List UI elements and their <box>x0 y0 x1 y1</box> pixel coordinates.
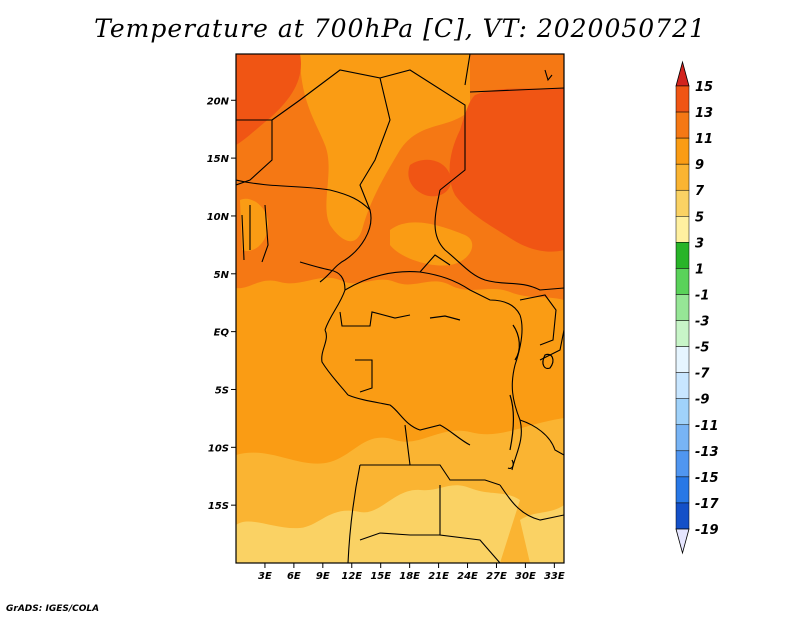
colorbar-swatch <box>675 242 690 269</box>
field-9-11-sahel <box>390 222 473 266</box>
colorbar-label: 7 <box>695 184 705 199</box>
colorbar-swatch <box>675 502 690 530</box>
colorbar-label: 1 <box>695 262 704 277</box>
lat-tick-label: 10S <box>208 443 229 454</box>
field-13-15-center <box>408 159 451 197</box>
colorbar-label: 11 <box>695 132 713 147</box>
colorbar-label: -1 <box>695 288 709 303</box>
colorbar-swatch <box>675 163 690 191</box>
colorbar-bottom-arrow <box>675 528 690 555</box>
colorbar-label: -3 <box>695 315 709 330</box>
colorbar-label: -9 <box>695 393 709 408</box>
colorbar-label: -15 <box>695 471 719 486</box>
lakes <box>429 315 554 470</box>
lon-tick-label: 21E <box>428 571 449 582</box>
field-13-15-nw <box>236 54 301 145</box>
lon-tick-label: 9E <box>316 571 330 582</box>
field-9-11-west <box>240 198 269 251</box>
colorbar-swatch <box>675 320 690 347</box>
map-title: Temperature at 700hPa [C], VT: 202005072… <box>94 14 706 43</box>
lat-tick-label: 20N <box>207 96 230 107</box>
field-9-11-north-tongue <box>300 54 470 242</box>
country-borders <box>236 54 564 563</box>
lon-tick-label: 27E <box>486 571 507 582</box>
colorbar-label: 3 <box>695 236 704 251</box>
lon-tick-label: 18E <box>399 571 420 582</box>
lon-tick-label: 24E <box>457 571 478 582</box>
lon-tick-label: 33E <box>544 571 565 582</box>
lat-tick-label: 5N <box>214 270 230 281</box>
colorbar-swatch <box>675 85 690 113</box>
lon-tick-label: 12E <box>341 571 362 582</box>
colorbar-top-arrow <box>675 60 690 87</box>
colorbar-swatch <box>675 216 690 243</box>
field-5-7-east <box>520 505 564 563</box>
longitude-axis: 3E 6E 9E 12E 15E 18E 21E 24E 27E 30E 33E <box>258 563 565 582</box>
latitude-axis: 20N 15N 10N 5N EQ 5S 10S 15S <box>207 96 236 512</box>
lon-tick-label: 15E <box>370 571 391 582</box>
lon-tick-label: 3E <box>258 571 272 582</box>
colorbar-swatch <box>675 268 690 295</box>
colorbar-swatch <box>675 424 690 452</box>
colorbar-label: -19 <box>695 523 719 538</box>
colorbar-label: 15 <box>695 80 713 95</box>
lon-tick-label: 30E <box>515 571 536 582</box>
colorbar-swatch <box>675 398 690 426</box>
colorbar-label: 9 <box>695 158 704 173</box>
colorbar-label: 13 <box>695 106 713 121</box>
field-5-7 <box>236 485 520 563</box>
colorbar-label: -17 <box>695 497 719 512</box>
lat-tick-label: 5S <box>215 385 229 396</box>
colorbar-swatch <box>675 294 690 321</box>
lat-tick-label: 15N <box>207 154 230 165</box>
colorbar: 15 13 11 9 7 5 3 1 -1 -3 -5 -7 -9 -11 -13 -15 -17 -19 <box>675 60 719 555</box>
map-frame <box>235 53 565 564</box>
colorbar-label: -5 <box>695 341 709 356</box>
colorbar-swatch <box>675 346 690 373</box>
grads-credit: GrADS: IGES/COLA <box>6 604 100 614</box>
lat-tick-label: 15S <box>208 501 229 512</box>
lat-tick-label: EQ <box>214 328 230 339</box>
colorbar-label: 5 <box>695 210 704 225</box>
lat-tick-label: 10N <box>207 212 230 223</box>
colorbar-label: -13 <box>695 445 719 460</box>
colorbar-swatch <box>675 189 690 217</box>
colorbar-swatch <box>675 476 690 504</box>
temperature-field <box>236 54 564 563</box>
colorbar-swatch <box>675 137 690 165</box>
field-13-15-ne <box>449 88 564 252</box>
colorbar-label: -7 <box>695 367 710 382</box>
lon-tick-label: 6E <box>287 571 301 582</box>
colorbar-swatch <box>675 372 690 399</box>
colorbar-swatch <box>675 111 690 139</box>
colorbar-swatch <box>675 450 690 478</box>
colorbar-label: -11 <box>695 419 719 434</box>
